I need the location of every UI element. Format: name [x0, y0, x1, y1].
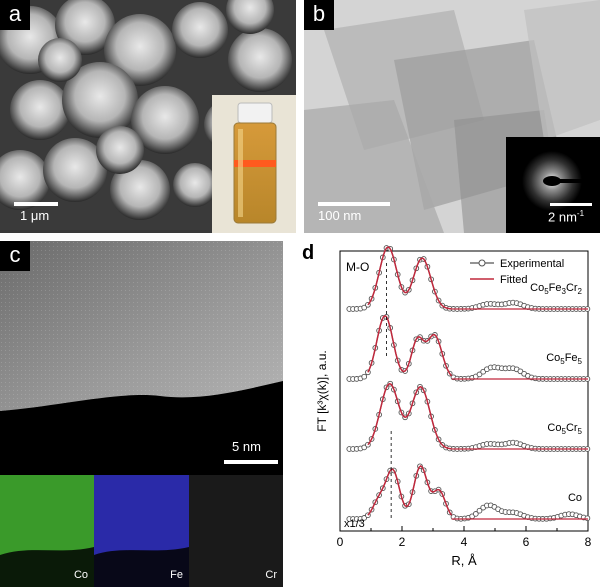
- panel-c-label: c: [0, 241, 30, 271]
- eds-label-cr: Cr: [265, 569, 277, 581]
- scale-bar-c: [224, 460, 278, 464]
- annotation-m-o: M-O: [346, 260, 369, 274]
- experimental-point: [361, 373, 368, 380]
- scale-label-c: 5 nm: [232, 439, 261, 454]
- panel-c-haadf-image: c 5 nm Co Fe Cr: [0, 241, 283, 587]
- experimental-point: [476, 507, 483, 514]
- experimental-point: [361, 304, 368, 311]
- sem-particle: [62, 62, 138, 138]
- sem-particle: [228, 28, 292, 92]
- sem-particle: [38, 38, 82, 82]
- scale-label-b: 100 nm: [318, 208, 362, 223]
- sem-particle: [226, 0, 274, 34]
- vial-inset: [212, 95, 296, 233]
- legend-label-experimental: Experimental: [500, 258, 564, 270]
- panel-a-label: a: [0, 0, 30, 30]
- scale-label-a: 1 μm: [20, 208, 50, 223]
- sem-particle: [104, 14, 176, 86]
- eds-label-fe: Fe: [170, 569, 183, 581]
- panel-a-sem-image: a 1 μm: [0, 0, 296, 233]
- sem-particle: [43, 138, 107, 202]
- eds-map-co: Co: [0, 475, 94, 587]
- experimental-line-Co: [347, 465, 589, 520]
- experimental-point: [584, 515, 591, 522]
- experimental-point: [472, 511, 479, 517]
- scale-bar-b: [318, 202, 390, 206]
- x-tick-label: 6: [523, 535, 530, 549]
- sem-particle: [173, 163, 217, 207]
- experimental-point: [361, 515, 368, 521]
- x-axis-label: R, Å: [451, 553, 477, 568]
- panel-b-label: b: [304, 0, 334, 30]
- panel-b-tem-image: 2 nm-1 b 100 nm: [304, 0, 600, 233]
- series-label-Co5Cr5: Co5Cr5: [547, 422, 582, 436]
- experimental-point: [361, 444, 368, 451]
- fitted-line-Co5Cr5: [367, 382, 452, 450]
- fitted-line-Co5Fe3Cr2: [367, 246, 452, 310]
- diffraction-inset: 2 nm-1: [506, 137, 600, 233]
- series-label-Co5Fe3Cr2: Co5Fe3Cr2: [530, 282, 582, 296]
- eds-map-cr: Cr: [189, 475, 283, 587]
- scale-label-inset: 2 nm-1: [548, 209, 585, 225]
- x-tick-label: 0: [337, 535, 344, 549]
- y-axis-label: FT [k³χ(k)], a.u.: [315, 350, 329, 431]
- experimental-line-Co5Fe5: [347, 315, 588, 380]
- series-label-Co5Fe5: Co5Fe5: [546, 352, 582, 366]
- haadf-image: [0, 241, 283, 475]
- eds-map-fe: Fe: [94, 475, 189, 587]
- series-label-Co: Co: [568, 492, 582, 504]
- annotation-scale: x1/3: [344, 518, 365, 530]
- fitted-line-Co5Fe5: [367, 314, 453, 377]
- sem-particle: [172, 2, 228, 58]
- panel-d-label: d: [302, 242, 314, 264]
- sem-particle: [131, 86, 199, 154]
- scale-bar-inset: [550, 203, 592, 206]
- sem-particle: [0, 150, 50, 210]
- x-tick-label: 8: [585, 535, 592, 549]
- sem-particle: [10, 80, 70, 140]
- exafs-chart: d Co5Fe3Cr2 Co5Fe5 Co5Cr5 Co M-O x1/3 Experimen…: [302, 242, 592, 568]
- sem-particle: [110, 160, 170, 220]
- experimental-point: [476, 371, 483, 378]
- sem-particle: [96, 126, 144, 174]
- legend-marker-experimental: [478, 259, 486, 267]
- scale-bar-a: [14, 202, 58, 206]
- eds-label-co: Co: [73, 569, 88, 581]
- x-tick-label: 2: [399, 535, 406, 549]
- x-tick-label: 4: [461, 535, 468, 549]
- panel-d-chart: d Co5Fe3Cr2 Co5Fe5 Co5Cr5 Co M-O x1/3 Experimen…: [300, 241, 600, 587]
- fitted-line-Co: [367, 465, 453, 516]
- legend-label-fitted: Fitted: [500, 274, 528, 286]
